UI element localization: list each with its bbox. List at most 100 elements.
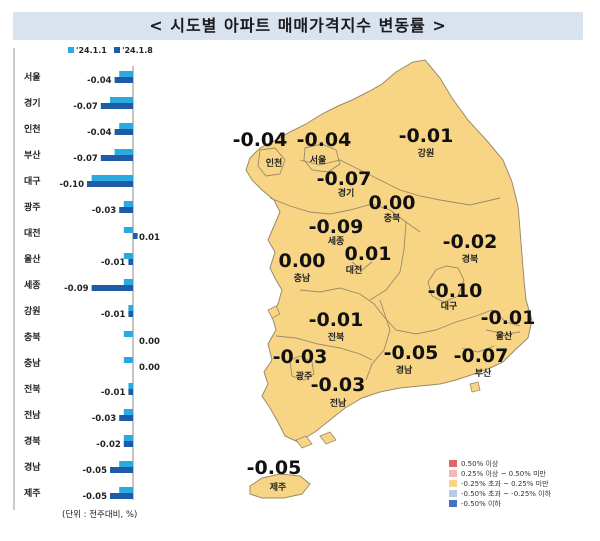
- bar-1: [110, 97, 133, 103]
- region-value: -0.04: [297, 129, 352, 151]
- category-label: 인천: [24, 124, 41, 135]
- category-label: 서울: [24, 71, 41, 83]
- region-value: -0.07: [454, 345, 509, 367]
- region-border-11: [289, 355, 315, 381]
- bar-2: [110, 493, 133, 499]
- category-label: 부산: [24, 149, 41, 161]
- data-label: -0.03: [92, 206, 117, 216]
- bar-1: [123, 409, 133, 415]
- bar-1: [123, 253, 133, 259]
- map-legend-label: -0.50% 이하: [461, 499, 501, 508]
- category-label: 대전: [24, 227, 41, 239]
- bar-2: [110, 467, 133, 473]
- region-border-3: [369, 221, 407, 301]
- category-label: 경북: [24, 435, 41, 447]
- region-value: 0.01: [345, 243, 392, 265]
- category-label: 경기: [24, 97, 41, 109]
- region-border-4: [299, 287, 521, 335]
- region-value: -0.10: [428, 280, 483, 302]
- region-name: 부산: [475, 367, 492, 379]
- data-label: 0.01: [139, 233, 160, 243]
- bar-1: [123, 227, 133, 233]
- legend-swatch-2: [114, 47, 120, 53]
- data-label: -0.01: [101, 388, 126, 398]
- region-border-8: [427, 265, 465, 303]
- category-label: 전남: [24, 409, 41, 421]
- bar-1: [91, 175, 133, 181]
- data-label: 0.00: [139, 363, 160, 373]
- data-label: -0.04: [87, 76, 112, 86]
- region-value: -0.04: [233, 129, 288, 151]
- bar-1: [119, 461, 133, 467]
- legend-label-2: '24.1.8: [122, 46, 153, 55]
- region-border-6: [365, 299, 391, 381]
- region-value: -0.03: [273, 346, 328, 368]
- mainland: [245, 59, 533, 443]
- data-label: -0.03: [92, 414, 117, 424]
- region-border-12: [257, 147, 286, 177]
- region-name: 대구: [441, 300, 458, 312]
- region-value: 0.00: [369, 192, 416, 214]
- region-name: 광주: [296, 370, 313, 382]
- category-label: 경남: [24, 461, 41, 473]
- legend-swatch-1: [68, 47, 74, 53]
- region-name: 인천: [266, 158, 283, 169]
- title-bar: < 시도별 아파트 매매가격지수 변동률 >: [13, 12, 583, 40]
- unit-note: (단위 : 전주대비, %): [62, 509, 137, 520]
- bar-1: [123, 435, 133, 441]
- bar-1: [119, 71, 133, 77]
- data-label: -0.05: [83, 466, 108, 476]
- jeju-island: [249, 473, 311, 499]
- bar-1: [128, 383, 133, 389]
- bar-2: [114, 129, 133, 135]
- bar-2: [100, 103, 133, 109]
- region-name: 경북: [462, 253, 479, 265]
- region-name: 전남: [330, 397, 347, 409]
- island: [267, 305, 281, 319]
- region-value: -0.01: [481, 307, 536, 329]
- region-border-10: [461, 345, 495, 353]
- map-legend-label: -0.50% 초과 ~ -0.25% 이하: [461, 489, 552, 498]
- region-name: 서울: [310, 154, 327, 166]
- map-legend-label: -0.25% 초과 ~ 0.25% 미만: [461, 479, 549, 488]
- bar-1: [119, 123, 133, 129]
- category-label: 강원: [24, 305, 41, 317]
- category-label: 울산: [24, 253, 41, 265]
- legend-label-1: '24.1.1: [76, 46, 107, 55]
- category-label: 제주: [24, 487, 41, 499]
- bar-1: [123, 201, 133, 207]
- bar-2: [100, 155, 133, 161]
- bar-2: [123, 441, 133, 447]
- region-name: 전북: [328, 331, 345, 343]
- map-legend-swatch: [449, 500, 457, 507]
- bar-2: [91, 285, 133, 291]
- region-value: -0.02: [443, 231, 498, 253]
- island: [319, 431, 337, 445]
- region-name: 경기: [338, 187, 355, 199]
- bar-2: [133, 233, 138, 239]
- map-legend-swatch: [449, 480, 457, 487]
- data-label: 0.00: [139, 337, 160, 347]
- data-label: -0.10: [60, 180, 85, 190]
- bar-2: [119, 415, 133, 421]
- bar-1: [114, 149, 133, 155]
- region-value: -0.05: [384, 342, 439, 364]
- category-label: 충남: [24, 357, 41, 369]
- region-name: 충남: [294, 272, 311, 284]
- map-legend-swatch: [449, 470, 457, 477]
- category-label: 전북: [24, 383, 41, 395]
- region-value: 0.00: [279, 250, 326, 272]
- data-label: -0.04: [87, 128, 112, 138]
- bar-1: [123, 279, 133, 285]
- bar-2: [128, 389, 133, 395]
- region-value: -0.03: [311, 374, 366, 396]
- category-label: 광주: [24, 201, 41, 213]
- region-name: 제주: [270, 481, 287, 493]
- map-legend-swatch: [449, 490, 457, 497]
- bar-2: [114, 77, 133, 83]
- bar-1: [123, 331, 133, 337]
- bar-1: [123, 357, 133, 363]
- region-name: 대전: [346, 264, 363, 276]
- data-label: -0.09: [64, 284, 89, 294]
